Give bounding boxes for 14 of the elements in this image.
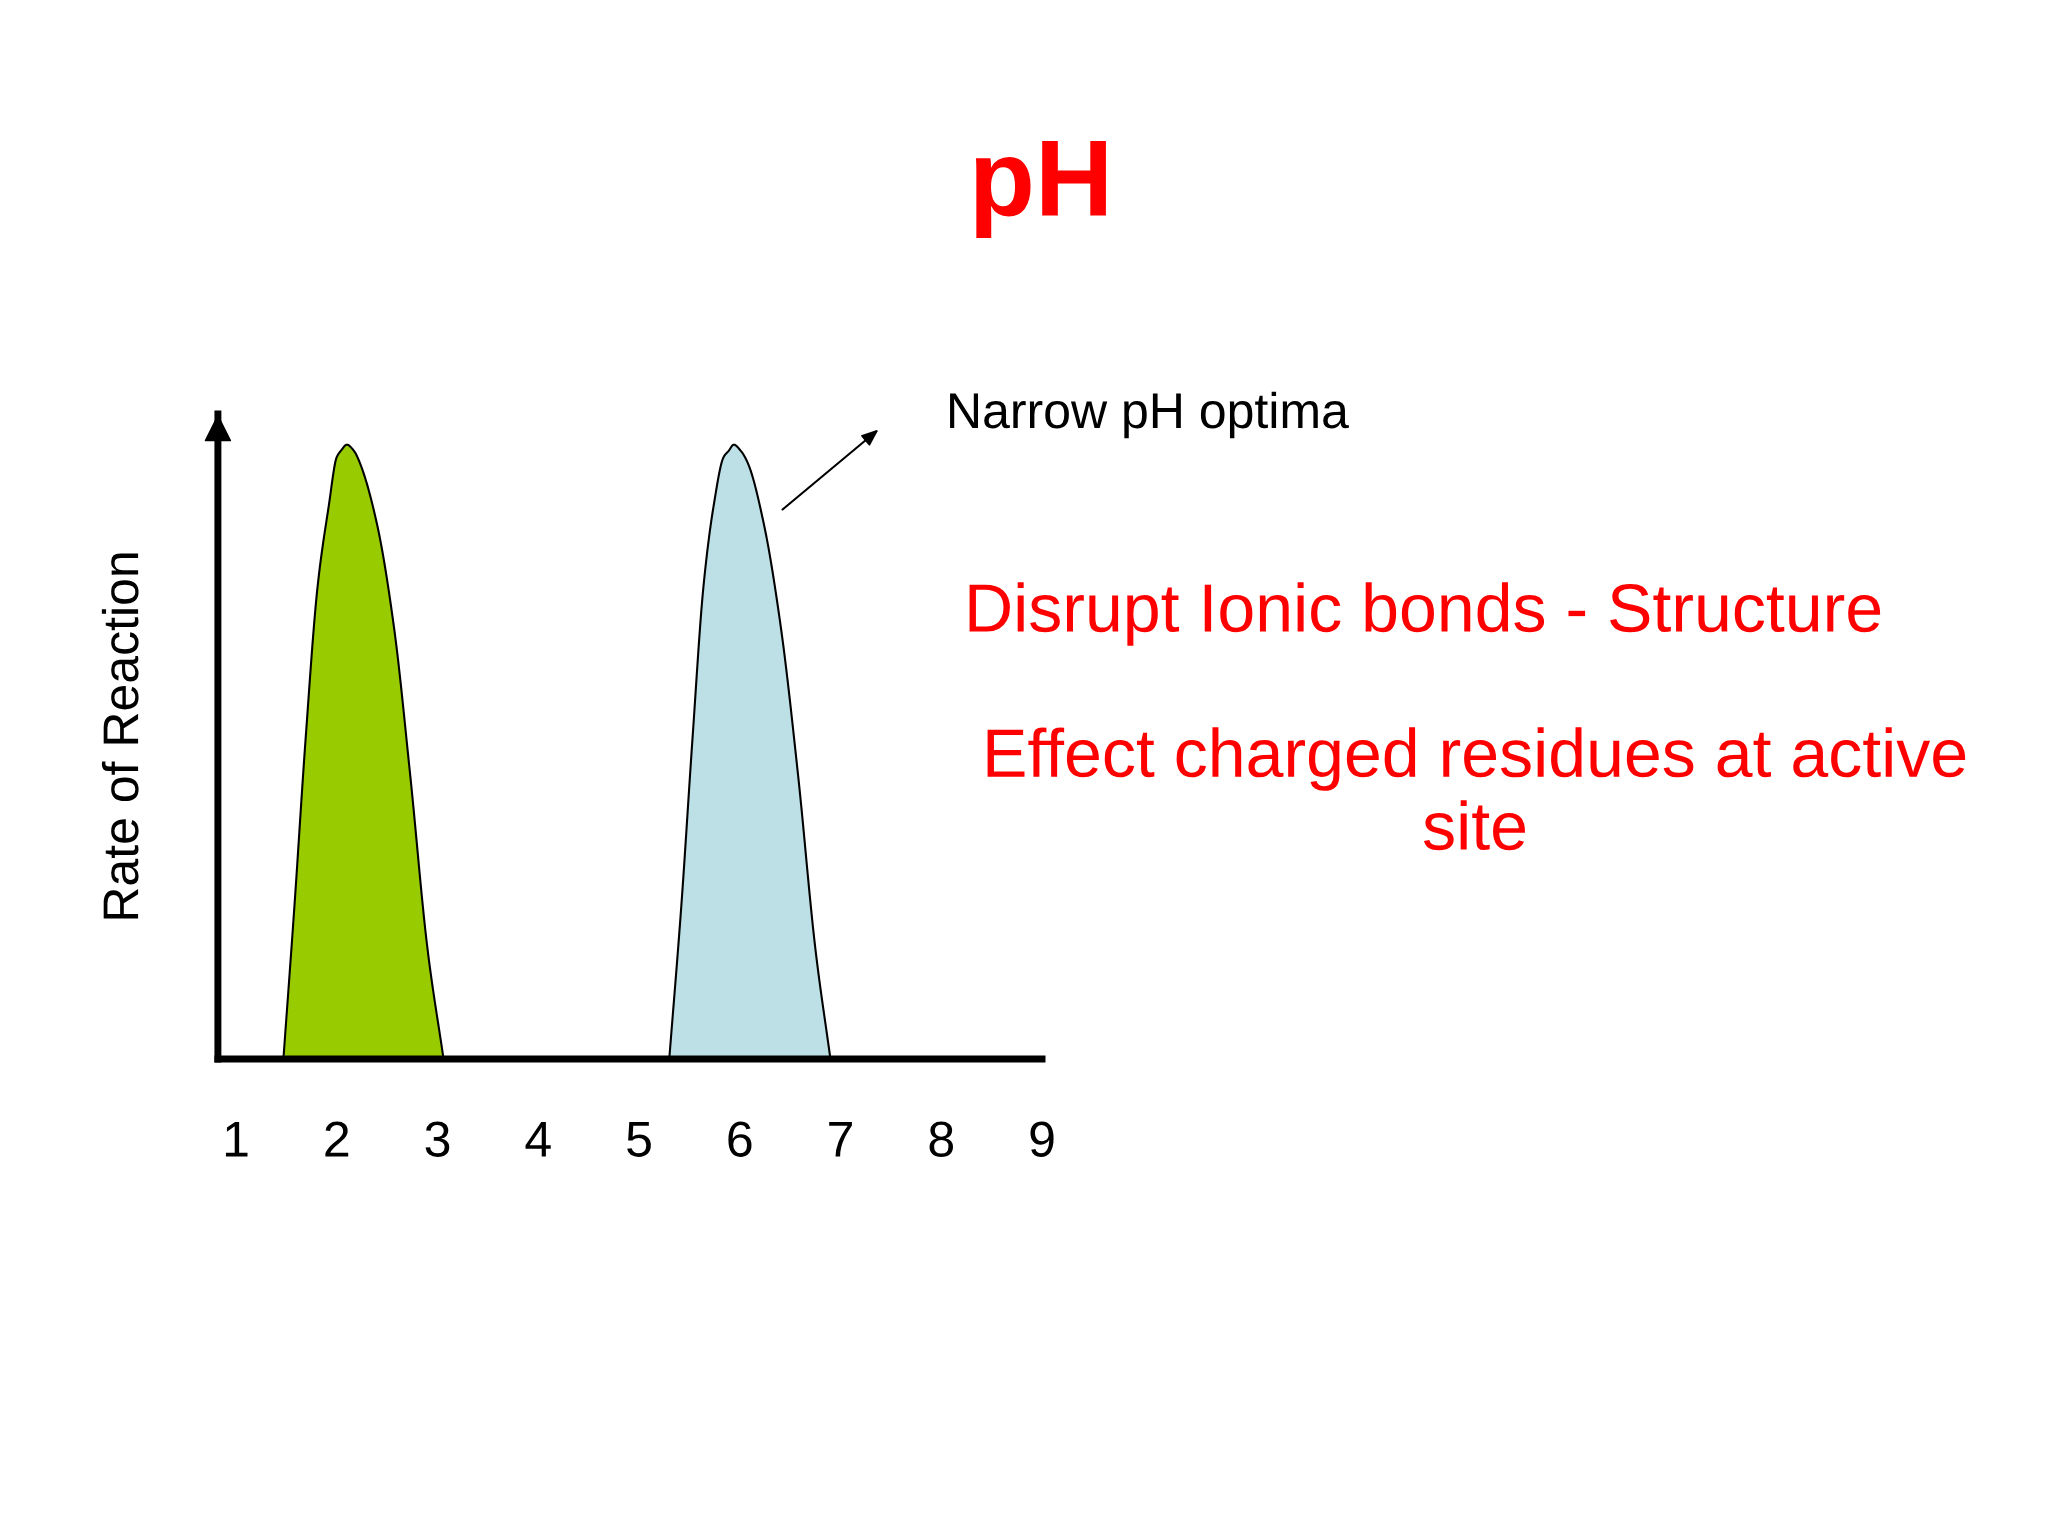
annotation: Effect charged residues at active site xyxy=(987,727,1966,851)
x-tick-label: 7 xyxy=(829,1122,852,1157)
y-axis-title: Rate of Reaction xyxy=(101,553,139,919)
chart-title: pH xyxy=(975,140,1106,238)
x-tick-label: 9 xyxy=(1030,1121,1054,1157)
text: Narrow pH optima xyxy=(950,391,1349,439)
x-tick-label: 8 xyxy=(929,1121,954,1157)
x-tick-label: 5 xyxy=(627,1122,651,1157)
annotation: Disrupt Ionic bonds - Structure xyxy=(969,582,1881,646)
x-tick-label: 6 xyxy=(728,1121,752,1157)
x-tick-label: 4 xyxy=(525,1122,551,1157)
x-tick-label: 3 xyxy=(425,1121,450,1157)
x-tick-label: 2 xyxy=(325,1121,349,1157)
x-tick-label: 1 xyxy=(225,1122,248,1157)
